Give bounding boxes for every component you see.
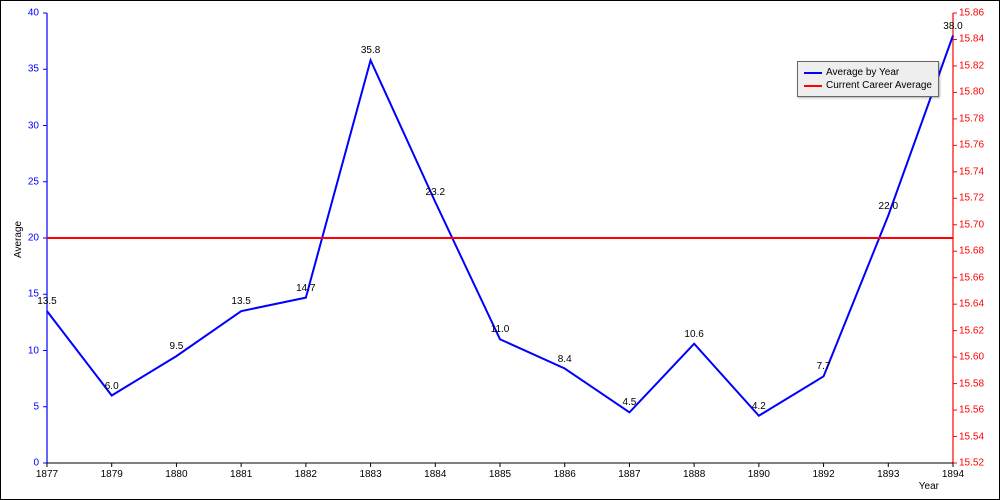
data-point-label: 4.5 — [622, 397, 636, 408]
data-point-label: 11.0 — [491, 324, 510, 335]
y-right-tick-label: 15.62 — [959, 325, 984, 336]
x-tick-label: 1887 — [618, 469, 640, 480]
y-right-tick-label: 15.60 — [959, 352, 984, 363]
y-right-tick-label: 15.56 — [959, 405, 984, 416]
data-point-label: 35.8 — [361, 45, 380, 56]
y-right-tick-label: 15.80 — [959, 87, 984, 98]
data-point-label: 13.5 — [231, 296, 250, 307]
x-tick-label: 1888 — [683, 469, 705, 480]
data-point-label: 38.0 — [943, 21, 962, 32]
y-right-tick-label: 15.68 — [959, 246, 984, 257]
data-point-label: 23.2 — [426, 187, 445, 198]
y-right-tick-label: 15.52 — [959, 458, 984, 469]
x-tick-label: 1886 — [554, 469, 576, 480]
y-right-tick-label: 15.54 — [959, 431, 984, 442]
chart-container: 0510152025303540 15.5215.5415.5615.5815.… — [0, 0, 1000, 500]
x-tick-label: 1882 — [295, 469, 317, 480]
y-right-tick-label: 15.66 — [959, 272, 984, 283]
data-point-label: 4.2 — [752, 401, 766, 412]
x-tick-label: 1892 — [812, 469, 834, 480]
legend-label: Average by Year — [826, 66, 899, 79]
x-tick-label: 1881 — [230, 469, 252, 480]
y-left-tick-label: 0 — [33, 458, 39, 469]
y-right-tick-label: 15.84 — [959, 34, 984, 45]
y-right-tick-label: 15.64 — [959, 299, 984, 310]
x-tick-label: 1883 — [359, 469, 381, 480]
x-tick-label: 1879 — [101, 469, 123, 480]
y-right-tick-label: 15.72 — [959, 193, 984, 204]
x-tick-label: 1884 — [424, 469, 446, 480]
legend-item: Average by Year — [804, 66, 932, 79]
y-right-tick-label: 15.74 — [959, 166, 984, 177]
x-tick-label: 1893 — [877, 469, 899, 480]
legend-item: Current Career Average — [804, 79, 932, 92]
data-point-label: 8.4 — [558, 354, 572, 365]
y-left-tick-label: 20 — [28, 233, 39, 244]
x-tick-label: 1890 — [748, 469, 770, 480]
y-left-tick-label: 10 — [28, 345, 39, 356]
y-right-tick-label: 15.58 — [959, 378, 984, 389]
data-point-label: 13.5 — [37, 296, 56, 307]
x-tick-label: 1877 — [36, 469, 58, 480]
data-point-label: 9.5 — [169, 341, 183, 352]
data-point-label: 6.0 — [105, 381, 119, 392]
x-tick-label: 1880 — [165, 469, 187, 480]
data-point-label: 22.0 — [879, 201, 898, 212]
data-point-label: 7.7 — [817, 361, 831, 372]
legend-swatch — [804, 85, 822, 87]
y-right-tick-label: 15.82 — [959, 60, 984, 71]
legend: Average by YearCurrent Career Average — [797, 61, 939, 97]
legend-label: Current Career Average — [826, 79, 932, 92]
y-left-tick-label: 5 — [33, 401, 39, 412]
legend-swatch — [804, 72, 822, 74]
y-left-tick-label: 30 — [28, 120, 39, 131]
data-point-label: 14.7 — [296, 283, 315, 294]
y-right-tick-label: 15.86 — [959, 8, 984, 19]
x-tick-label: 1885 — [489, 469, 511, 480]
y-left-tick-label: 35 — [28, 64, 39, 75]
y-axis-label: Average — [13, 221, 24, 258]
data-point-label: 10.6 — [684, 329, 703, 340]
y-left-tick-label: 25 — [28, 176, 39, 187]
y-right-tick-label: 15.70 — [959, 219, 984, 230]
y-left-tick-label: 40 — [28, 8, 39, 19]
x-axis-label: Year — [919, 481, 939, 492]
y-right-tick-label: 15.76 — [959, 140, 984, 151]
y-right-tick-label: 15.78 — [959, 113, 984, 124]
x-tick-label: 1894 — [942, 469, 964, 480]
